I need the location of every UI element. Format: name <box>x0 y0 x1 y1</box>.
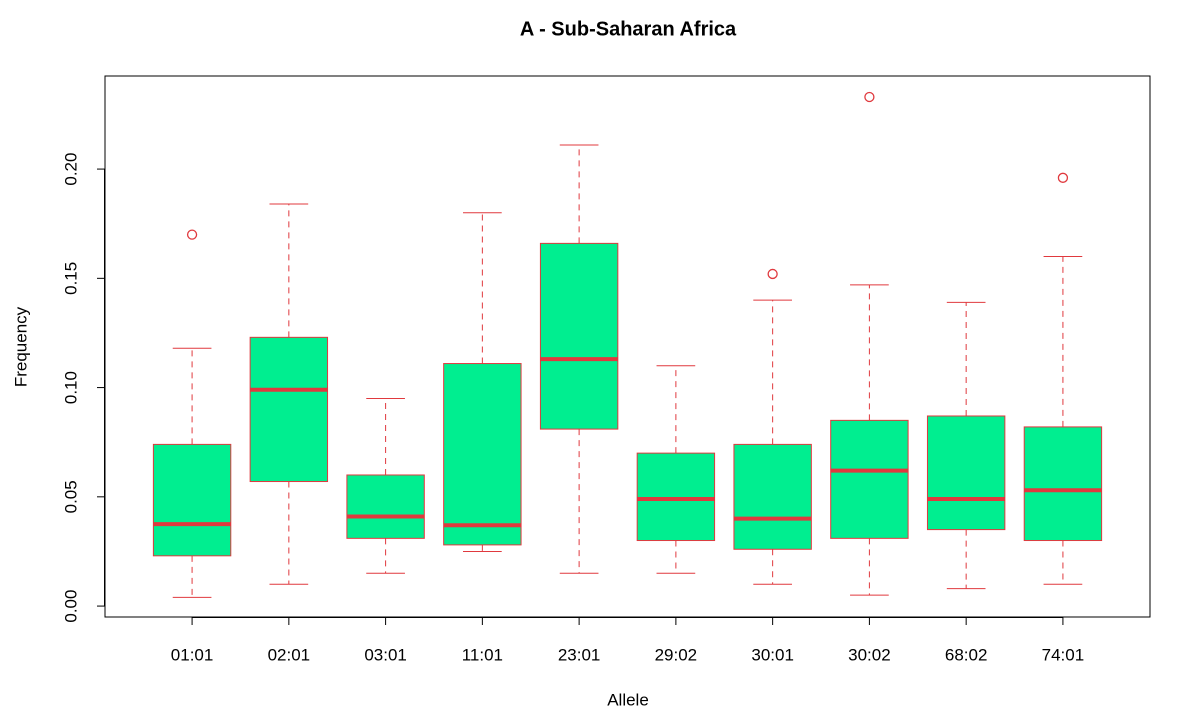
y-axis-label: Frequency <box>11 306 30 387</box>
outlier <box>186 229 198 240</box>
box <box>1023 426 1103 542</box>
x-tick-label: 11:01 <box>462 645 503 664</box>
box <box>830 419 909 539</box>
x-tick-label: 30:01 <box>751 645 794 664</box>
x-tick-label: 23:01 <box>558 645 601 664</box>
x-tick-label: 03:01 <box>364 645 407 664</box>
y-tick-label: 0.10 <box>61 371 80 404</box>
x-tick-label: 29:02 <box>655 645 698 664</box>
y-tick-label: 0.05 <box>61 480 80 513</box>
x-tick-label: 74:01 <box>1042 645 1085 664</box>
outlier <box>1057 172 1069 183</box>
x-tick-label: 01:01 <box>171 645 214 664</box>
chart-title: A - Sub-Saharan Africa <box>520 18 737 40</box>
box <box>346 474 425 539</box>
box <box>152 443 232 557</box>
y-tick-label: 0.20 <box>61 153 80 186</box>
x-tick-label: 02:01 <box>268 645 311 664</box>
box <box>926 415 1006 531</box>
outlier <box>767 268 778 280</box>
x-axis-label: Allele <box>607 690 649 709</box>
box <box>636 452 716 542</box>
box <box>249 336 329 483</box>
y-tick-label: 0.15 <box>61 262 80 295</box>
box <box>539 242 619 430</box>
x-tick-label: 68:02 <box>945 645 988 664</box>
box <box>443 363 522 546</box>
outlier <box>864 91 875 103</box>
y-tick-label: 0.00 <box>61 590 80 623</box>
box <box>733 443 812 550</box>
x-tick-label: 30:02 <box>848 645 891 664</box>
